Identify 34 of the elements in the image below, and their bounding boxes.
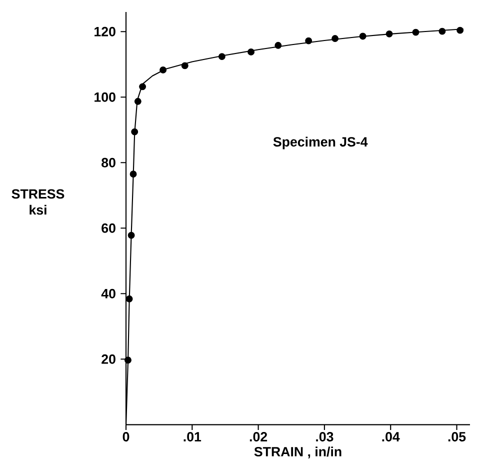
point bbox=[438, 28, 446, 35]
point bbox=[139, 83, 146, 90]
point bbox=[181, 62, 188, 70]
point bbox=[248, 48, 254, 56]
annotation: Specimen JS-4 bbox=[273, 136, 368, 150]
y-tick-label: 100 bbox=[94, 92, 116, 102]
point bbox=[160, 66, 167, 74]
x-tick-label: .05 bbox=[448, 432, 466, 442]
point bbox=[332, 35, 339, 42]
point bbox=[274, 42, 282, 49]
y-tick-label: 120 bbox=[94, 26, 116, 36]
point bbox=[134, 98, 142, 105]
point bbox=[412, 28, 420, 36]
point bbox=[126, 295, 133, 302]
point bbox=[359, 32, 366, 40]
point bbox=[218, 53, 226, 60]
x-tick-label: .02 bbox=[250, 432, 268, 442]
point bbox=[128, 232, 135, 239]
point bbox=[131, 128, 138, 136]
y-tick-label: 20 bbox=[102, 354, 116, 364]
x-tick-label: .04 bbox=[382, 432, 400, 442]
y-axis-title: STRESS ksi bbox=[12, 189, 64, 215]
x-tick-label: .01 bbox=[184, 432, 202, 442]
x-axis-title: STRAIN , in/in bbox=[254, 446, 342, 458]
y-tick-label: 40 bbox=[101, 288, 116, 298]
point bbox=[130, 170, 137, 178]
point bbox=[124, 356, 132, 364]
x-tick-label: 0 bbox=[122, 432, 130, 442]
y-tick-label: 60 bbox=[102, 223, 116, 233]
point bbox=[456, 26, 464, 34]
point bbox=[386, 30, 393, 38]
y-tick-label: 80 bbox=[102, 158, 116, 168]
point bbox=[305, 37, 312, 44]
x-tick-label: .03 bbox=[316, 432, 334, 442]
